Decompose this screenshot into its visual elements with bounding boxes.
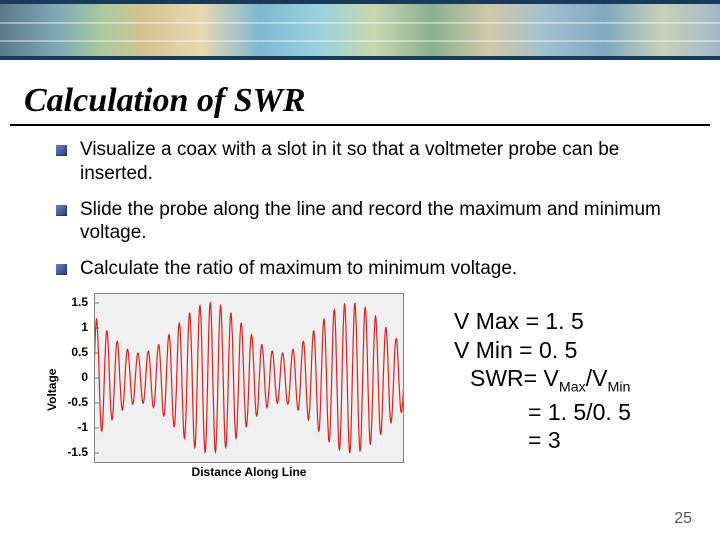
page-title: Calculation of SWR <box>10 60 710 126</box>
voltage-chart: -1.5-1-0.500.511.5 Voltage Distance Alon… <box>58 293 404 483</box>
chart-xlabel: Distance Along Line <box>94 465 404 479</box>
chart-ytick: 1 <box>58 320 88 334</box>
swr-eq2: = 3 <box>454 426 631 455</box>
banner-map <box>0 0 720 60</box>
vmax-line: V Max = 1. 5 <box>454 307 631 336</box>
chart-ytick: 1.5 <box>58 295 88 309</box>
bullet-list: Visualize a coax with a slot in it so th… <box>60 138 682 281</box>
chart-ytick: 0.5 <box>58 345 88 359</box>
swr-eq1: = 1. 5/0. 5 <box>454 398 631 427</box>
page-number: 25 <box>674 510 692 528</box>
chart-ytick: -0.5 <box>58 395 88 409</box>
chart-ytick: 0 <box>58 370 88 384</box>
chart-ytick: -1.5 <box>58 445 88 459</box>
swr-formula: SWR= VMax/VMin <box>454 364 631 397</box>
chart-ylabel: Voltage <box>45 368 59 410</box>
vmin-line: V Min = 0. 5 <box>454 336 631 365</box>
list-item: Calculate the ratio of maximum to minimu… <box>60 257 682 281</box>
list-item: Slide the probe along the line and recor… <box>60 198 682 246</box>
list-item: Visualize a coax with a slot in it so th… <box>60 138 682 186</box>
chart-ytick: -1 <box>58 420 88 434</box>
calculation-block: V Max = 1. 5 V Min = 0. 5 SWR= VMax/VMin… <box>454 307 631 455</box>
